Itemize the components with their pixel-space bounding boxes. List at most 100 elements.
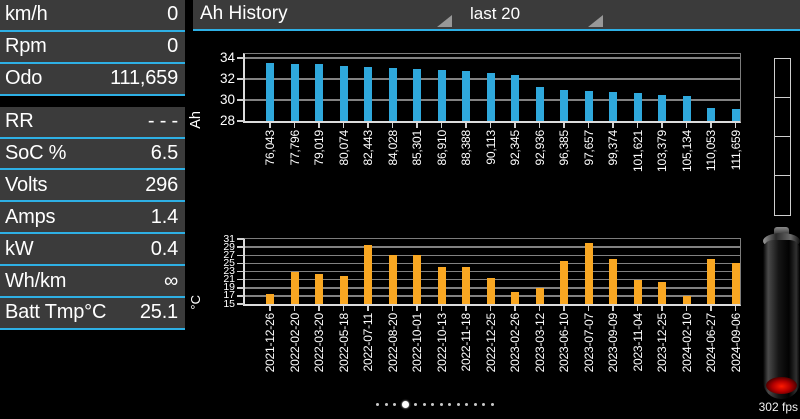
y-tick: [237, 262, 244, 265]
y-tick: [237, 287, 244, 289]
x-tick: [367, 123, 369, 128]
telemetry-row-0[interactable]: km/h 0: [0, 0, 185, 32]
battery-low-level-fill: [766, 377, 797, 394]
page-dot: [482, 403, 485, 406]
x-tick-label: 80,074: [336, 130, 351, 166]
y-tick: [237, 78, 244, 80]
chart-bar: [290, 63, 299, 121]
x-tick-label: 2023-03-12: [532, 313, 547, 373]
x-tick-label: 2023-06-10: [557, 313, 571, 373]
telemetry-value: 0: [167, 35, 178, 58]
x-tick: [612, 123, 614, 128]
x-tick-label: 2023-09-09: [606, 313, 620, 373]
gridline: [245, 246, 740, 248]
chart-bar: [560, 261, 568, 304]
telemetry-label: km/h: [5, 3, 48, 26]
telemetry-row-9[interactable]: Batt Tmp°C 25.1: [0, 298, 185, 330]
dropdown-arrow-icon: [588, 14, 603, 27]
x-tick: [318, 123, 320, 128]
x-tick: [440, 306, 443, 311]
y-tick-label: 28: [219, 113, 235, 128]
x-tick-label: 111,659: [728, 130, 743, 171]
range-selector-spinner[interactable]: last 20: [461, 0, 606, 29]
chart-bar: [266, 63, 274, 121]
y-tick-label: 29: [223, 240, 235, 253]
chart-bar: [486, 277, 495, 304]
x-tick-label: 97,657: [581, 130, 596, 166]
x-tick: [489, 123, 492, 128]
ah-axis-unit-label: Ah: [188, 111, 204, 129]
x-tick: [440, 123, 443, 128]
x-tick-label: 105,134: [679, 130, 694, 172]
x-tick-label: 2024-02-10: [679, 313, 694, 373]
page-dot: [384, 403, 388, 406]
page-dot: [448, 403, 451, 406]
telemetry-row-8[interactable]: Wh/km ∞: [0, 266, 185, 299]
gauge-segment: [775, 176, 790, 215]
battery-segments-gauge: [774, 58, 791, 216]
chart-bar: [511, 75, 519, 121]
chart-bar: [511, 291, 519, 304]
chart-bar: [584, 90, 593, 121]
battery-icon: [763, 227, 800, 399]
y-tick-label: 32: [219, 71, 235, 87]
x-tick: [734, 123, 737, 128]
y-tick-label: 19: [223, 281, 235, 294]
ah-history-plot[interactable]: [243, 53, 741, 123]
y-tick: [237, 238, 244, 240]
x-tick: [269, 123, 271, 128]
chart-bar: [339, 275, 348, 304]
y-tick: [237, 254, 244, 256]
y-tick: [237, 120, 244, 122]
temperature-history-plot[interactable]: [243, 238, 741, 306]
telemetry-value: ∞: [163, 269, 178, 292]
chart-bar: [560, 89, 568, 121]
chart-bar: [658, 281, 666, 304]
chart-bar: [609, 259, 617, 304]
y-tick: [237, 303, 244, 305]
x-tick-label: 2022-11-18: [459, 313, 473, 372]
x-tick: [612, 306, 614, 311]
telemetry-label: Wh/km: [5, 269, 67, 292]
y-tick: [237, 295, 244, 297]
telemetry-row-5[interactable]: Volts 296: [0, 170, 185, 203]
x-tick-label: 86,910: [434, 130, 449, 166]
x-tick: [489, 306, 492, 311]
chart-bar: [731, 109, 740, 121]
telemetry-row-1[interactable]: Rpm 0: [0, 31, 185, 64]
x-tick: [416, 306, 418, 311]
telemetry-sidebar: km/h 0 Rpm 0 Odo 111,659 RR - - - SoC % 6.5 Volts 2…: [0, 0, 185, 330]
page-dot: [456, 403, 460, 406]
x-tick-label: 77,796: [287, 130, 302, 166]
telemetry-value: 111,659: [110, 67, 178, 90]
chart-bar: [388, 67, 397, 121]
chart-bar: [462, 267, 470, 304]
x-tick-label: 2023-12-25: [655, 313, 669, 373]
x-tick-label: 2022-02-20: [287, 313, 302, 373]
dropdown-arrow-icon: [437, 14, 452, 27]
topbar: Ah History last 20: [193, 0, 800, 31]
chart-bar: [731, 263, 740, 304]
battery-body: [763, 240, 800, 399]
telemetry-row-7[interactable]: kW 0.4: [0, 234, 185, 267]
chart-selector-spinner[interactable]: Ah History: [193, 0, 455, 29]
x-tick-label: 2022-05-18: [336, 313, 351, 373]
y-tick: [237, 99, 244, 101]
chart-bar: [682, 295, 691, 304]
telemetry-row-6[interactable]: Amps 1.4: [0, 202, 185, 235]
telemetry-value: 296: [145, 173, 178, 196]
page-dot-active: [401, 401, 409, 408]
y-tick-label: 17: [223, 289, 235, 302]
telemetry-row-4[interactable]: SoC % 6.5: [0, 138, 185, 171]
x-tick-label: 2022-08-20: [385, 313, 400, 373]
y-tick-label: 25: [223, 256, 235, 269]
x-tick: [391, 306, 394, 311]
sidebar-divider-gap: [0, 95, 185, 107]
telemetry-row-3[interactable]: RR - - -: [0, 106, 185, 139]
telemetry-row-2[interactable]: Odo 111,659: [0, 63, 185, 96]
telemetry-label: SoC %: [5, 142, 67, 164]
y-tick-label: 23: [223, 265, 235, 277]
telemetry-label: kW: [5, 237, 34, 260]
gridline: [245, 254, 740, 256]
